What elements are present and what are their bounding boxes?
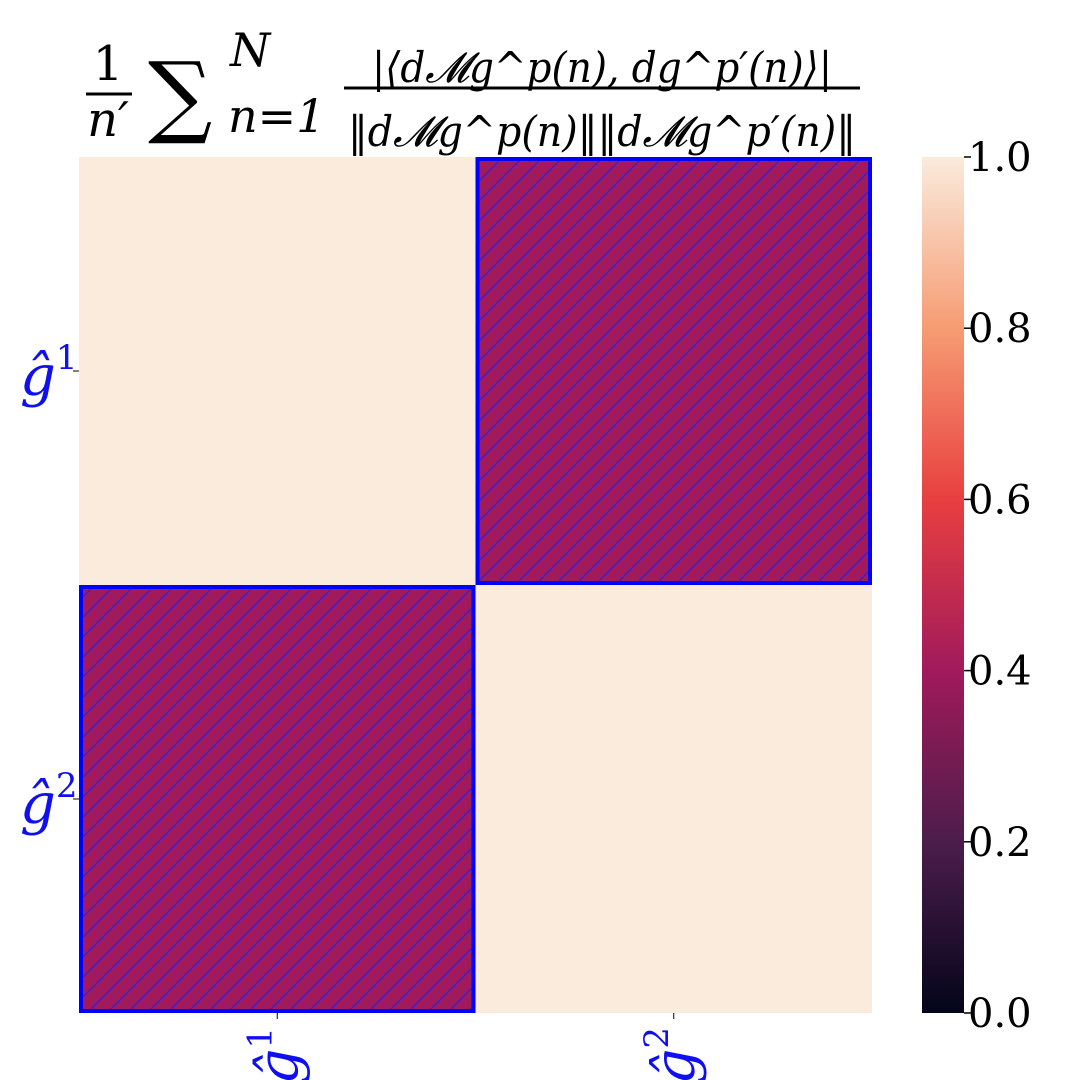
colorbar-tick-label-1: 0.2 <box>968 820 1032 866</box>
highlight-border-0-1 <box>475 157 872 585</box>
title-numerator: |⟨d𝓜g^p(n), dg^p′(n)⟩| <box>372 43 832 92</box>
colorbar: 0.0 0.2 0.4 0.6 0.8 1.0 <box>922 135 1032 1037</box>
heatmap-grid <box>79 157 872 1013</box>
x-axis-labels: ĝ1 ĝ2 <box>240 1013 708 1080</box>
title-frac-denominator: n′ <box>87 92 129 148</box>
colorbar-gradient <box>922 157 964 1013</box>
colorbar-tick-label-4: 0.8 <box>968 306 1032 352</box>
chart-title: 1 n′ ∑ N n=1 |⟨d𝓜g^p(n), dg^p′(n)⟩| ‖d𝓜g… <box>86 23 860 156</box>
colorbar-tick-label-5: 1.0 <box>968 135 1032 181</box>
title-sum-lower: n=1 <box>228 89 325 143</box>
x-label-0: ĝ1 <box>240 1027 311 1080</box>
y-axis-labels: ĝ1 ĝ2 <box>20 338 79 837</box>
colorbar-tick-label-0: 0.0 <box>968 991 1032 1037</box>
hatch-overlay-0-1 <box>475 157 872 585</box>
y-label-1: ĝ2 <box>20 766 78 837</box>
heatmap-cell-1-1 <box>475 585 872 1013</box>
highlight-border-1-0 <box>79 585 476 1013</box>
hatch-overlay-1-0 <box>79 585 476 1013</box>
x-label-1: ĝ2 <box>637 1027 708 1080</box>
title-frac-numerator: 1 <box>93 36 124 92</box>
title-sigma: ∑ <box>148 43 212 148</box>
colorbar-tick-label-3: 0.6 <box>968 477 1032 523</box>
heatmap-cell-0-0 <box>79 157 476 585</box>
title-sum-upper: N <box>229 23 272 77</box>
y-label-0: ĝ1 <box>20 338 78 409</box>
title-denominator: ‖d𝓜g^p(n)‖‖d𝓜g^p′(n)‖ <box>348 107 856 156</box>
colorbar-tick-label-2: 0.4 <box>968 649 1032 695</box>
